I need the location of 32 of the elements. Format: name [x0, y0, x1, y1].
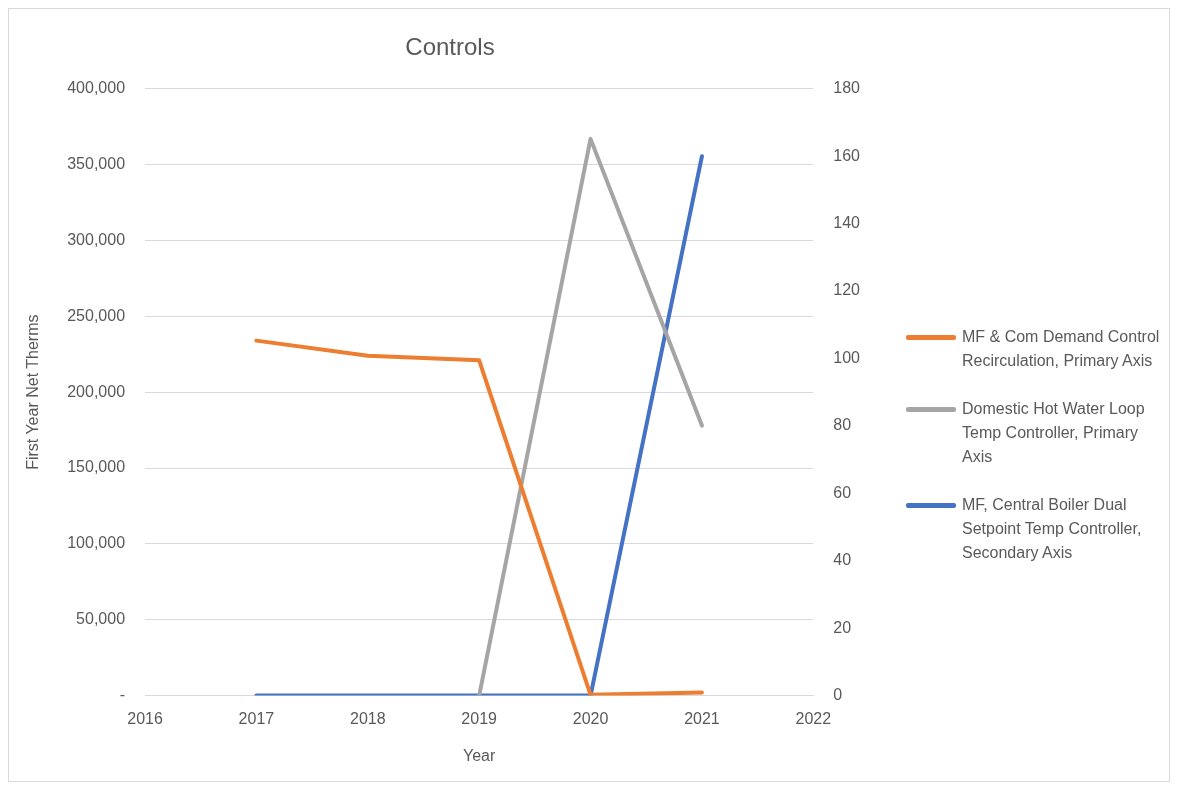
- x-axis-title: Year: [463, 746, 497, 764]
- x-tick-label: 2017: [238, 709, 275, 727]
- y-tick-label: 400,000: [67, 79, 126, 97]
- legend-label: Domestic Hot Water Loop Temp Controller, Primary Axis: [962, 399, 1146, 467]
- legend-label: MF & Com Demand Control Recirculation, Primary Axis: [962, 327, 1161, 371]
- y-tick-label: 150,000: [67, 458, 126, 476]
- y2-tick-label: 120: [833, 281, 861, 299]
- chart-title: Controls: [405, 33, 495, 61]
- legend-label: MF, Central Boiler Dual Setpoint Temp Controller, Secondary Axis: [962, 495, 1143, 563]
- y2-tick-label: 80: [833, 416, 852, 434]
- x-tick-label: 2020: [572, 709, 609, 727]
- y2-tick-label: 100: [833, 348, 861, 366]
- x-tick-label: 2018: [350, 709, 386, 727]
- y2-tick-label: 180: [833, 79, 861, 97]
- y-tick-label: 250,000: [67, 306, 126, 324]
- y2-tick-label: 160: [833, 146, 861, 164]
- y-tick-label: 50,000: [76, 610, 126, 628]
- y2-tick-label: 60: [833, 483, 852, 501]
- y2-tick-label: 140: [833, 214, 861, 232]
- y-tick-label: 350,000: [67, 155, 126, 173]
- y-tick-label: 300,000: [67, 230, 126, 248]
- y-axis-title: First Year Net Therms: [24, 314, 42, 470]
- y-tick-label: 200,000: [67, 382, 126, 400]
- x-tick-label: 2021: [684, 709, 720, 727]
- x-tick-label: 2019: [461, 709, 498, 727]
- y2-tick-label: 0: [833, 686, 843, 704]
- y-tick-label: -: [119, 686, 126, 704]
- y2-tick-label: 40: [833, 551, 852, 569]
- y2-tick-label: 20: [833, 618, 852, 636]
- x-tick-label: 2016: [127, 709, 163, 727]
- x-tick-label: 2022: [795, 709, 832, 727]
- y-tick-label: 100,000: [67, 534, 126, 552]
